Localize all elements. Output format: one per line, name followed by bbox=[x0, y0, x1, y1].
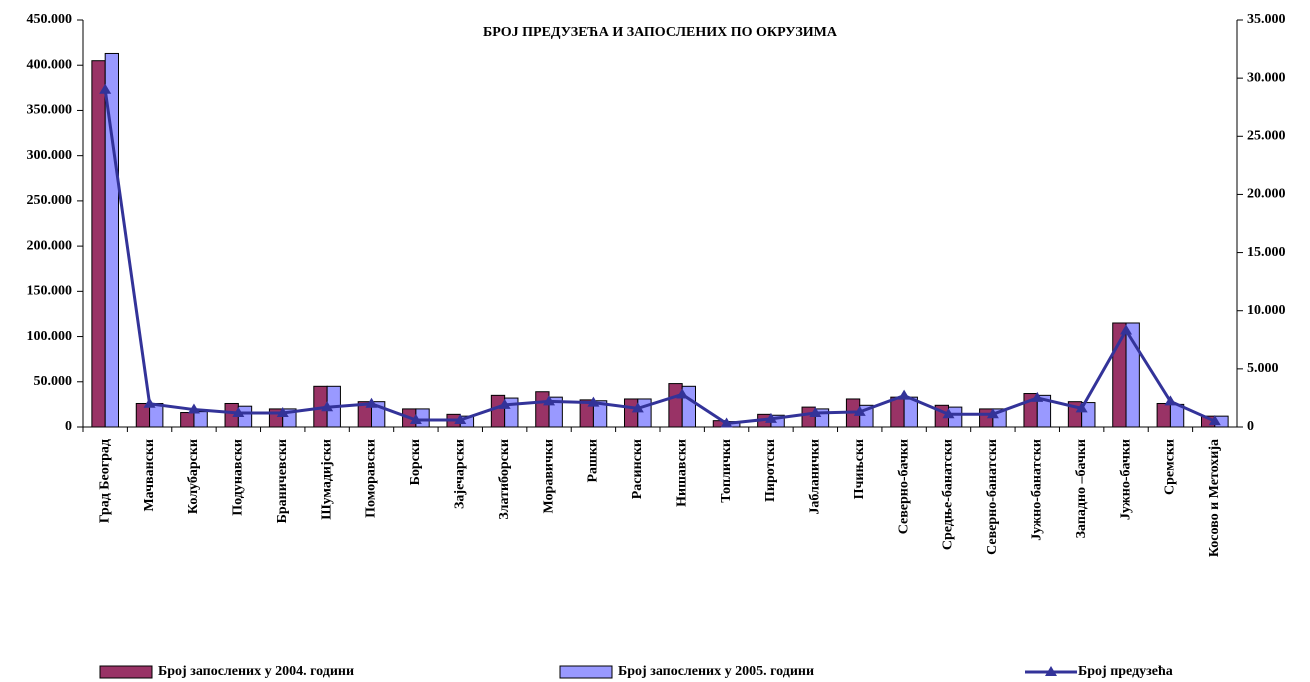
bar bbox=[623, 398, 639, 428]
y2-tick-label: 30.000 bbox=[1247, 70, 1286, 85]
line-marker bbox=[986, 408, 999, 419]
line-marker bbox=[1164, 395, 1177, 406]
y-tick-label: 250.000 bbox=[27, 193, 73, 208]
x-tick-label: Мачвански bbox=[142, 439, 157, 512]
y-tick-label: 400.000 bbox=[27, 57, 73, 72]
line-marker bbox=[898, 389, 911, 400]
x-tick-label: Топлички bbox=[719, 439, 734, 503]
y2-tick-label: 35.000 bbox=[1247, 12, 1286, 27]
bar bbox=[180, 412, 195, 428]
bar bbox=[104, 52, 120, 428]
bar bbox=[91, 60, 106, 428]
bar bbox=[193, 411, 208, 428]
x-tick-label: Пчињски bbox=[852, 439, 867, 499]
line-marker bbox=[809, 407, 822, 418]
x-tick-label: Сремски bbox=[1163, 439, 1178, 495]
y2-tick-label: 25.000 bbox=[1247, 129, 1286, 144]
line-marker bbox=[720, 417, 733, 428]
line-marker bbox=[143, 397, 156, 408]
y-tick-label: 150.000 bbox=[27, 284, 73, 299]
y-tick-label: 50.000 bbox=[34, 374, 73, 389]
x-tick-label: Колубарски bbox=[186, 439, 201, 514]
y2-tick-label: 0 bbox=[1247, 419, 1254, 434]
x-tick-label: Јужно-бачки bbox=[1118, 439, 1133, 520]
bar bbox=[668, 383, 683, 428]
chart-title: БРОЈ ПРЕДУЗЕЋА И ЗАПОСЛЕНИХ ПО ОКРУЗИМА bbox=[483, 25, 838, 40]
line-marker bbox=[1120, 324, 1133, 335]
y2-tick-label: 10.000 bbox=[1247, 303, 1286, 318]
legend-marker bbox=[1045, 666, 1057, 676]
line-marker bbox=[232, 407, 245, 418]
line-marker bbox=[853, 405, 866, 416]
line-marker bbox=[321, 401, 334, 412]
line-marker bbox=[454, 414, 467, 425]
y2-tick-label: 20.000 bbox=[1247, 187, 1286, 202]
x-tick-label: Град Београд bbox=[97, 439, 112, 523]
y-tick-label: 350.000 bbox=[27, 103, 73, 118]
line-marker bbox=[187, 403, 200, 414]
x-tick-label: Поморавски bbox=[364, 439, 379, 518]
line-marker bbox=[543, 395, 556, 406]
line-marker bbox=[631, 402, 644, 413]
x-tick-label: Западно –бачки bbox=[1074, 439, 1089, 538]
x-tick-label: Моравички bbox=[541, 439, 556, 513]
x-tick-label: Средње-банатски bbox=[941, 439, 956, 550]
legend-label: Број предузећа bbox=[1078, 664, 1173, 679]
x-tick-label: Северно-банатски bbox=[985, 439, 1000, 555]
legend-label: Број запослених у 2005. години bbox=[618, 664, 814, 679]
y2-tick-label: 15.000 bbox=[1247, 245, 1286, 260]
x-tick-label: Јабланички bbox=[808, 439, 823, 515]
line-marker bbox=[498, 398, 511, 409]
line-marker bbox=[1208, 415, 1221, 426]
x-tick-label: Рашки bbox=[586, 439, 601, 483]
y-tick-label: 200.000 bbox=[27, 238, 73, 253]
bar bbox=[535, 391, 550, 428]
line-marker bbox=[587, 396, 600, 407]
x-tick-label: Браничевски bbox=[275, 439, 290, 523]
x-tick-label: Јужно-банатски bbox=[1029, 439, 1044, 541]
line-marker bbox=[365, 397, 378, 408]
legend-swatch bbox=[99, 665, 153, 679]
x-tick-label: Шумадијски bbox=[319, 439, 334, 520]
y-tick-label: 300.000 bbox=[27, 148, 73, 163]
y2-tick-label: 5.000 bbox=[1247, 361, 1279, 376]
x-tick-label: Косово и Метохија bbox=[1207, 439, 1222, 557]
legend-swatch bbox=[559, 665, 613, 679]
line-marker bbox=[409, 414, 422, 425]
bar bbox=[490, 394, 506, 428]
line-marker bbox=[1075, 402, 1088, 413]
y-tick-label: 100.000 bbox=[27, 329, 73, 344]
line bbox=[103, 89, 1216, 426]
x-tick-label: Расински bbox=[630, 439, 645, 499]
x-tick-label: Зајечарски bbox=[452, 439, 467, 509]
x-tick-label: Нишавски bbox=[674, 439, 689, 507]
bar bbox=[801, 406, 816, 428]
x-tick-label: Златиборски bbox=[497, 439, 512, 520]
line-marker bbox=[676, 388, 689, 399]
y-tick-label: 0 bbox=[65, 419, 72, 434]
bar bbox=[637, 398, 652, 428]
bar bbox=[1156, 402, 1171, 428]
bar bbox=[1112, 322, 1127, 428]
x-tick-label: Подунавски bbox=[231, 439, 246, 516]
x-tick-label: Борски bbox=[408, 439, 423, 485]
x-tick-label: Северно-бачки bbox=[896, 439, 911, 534]
bar bbox=[1036, 394, 1052, 428]
bar bbox=[890, 396, 905, 428]
legend-label: Број запослених у 2004. години bbox=[158, 664, 354, 679]
bar bbox=[592, 400, 608, 428]
x-tick-label: Пиротски bbox=[763, 439, 778, 502]
line-marker bbox=[942, 408, 955, 419]
line-marker bbox=[1031, 391, 1044, 402]
line-marker bbox=[764, 412, 777, 423]
y-tick-label: 450.000 bbox=[27, 12, 73, 27]
line-marker bbox=[276, 407, 289, 418]
line-marker bbox=[99, 83, 112, 94]
